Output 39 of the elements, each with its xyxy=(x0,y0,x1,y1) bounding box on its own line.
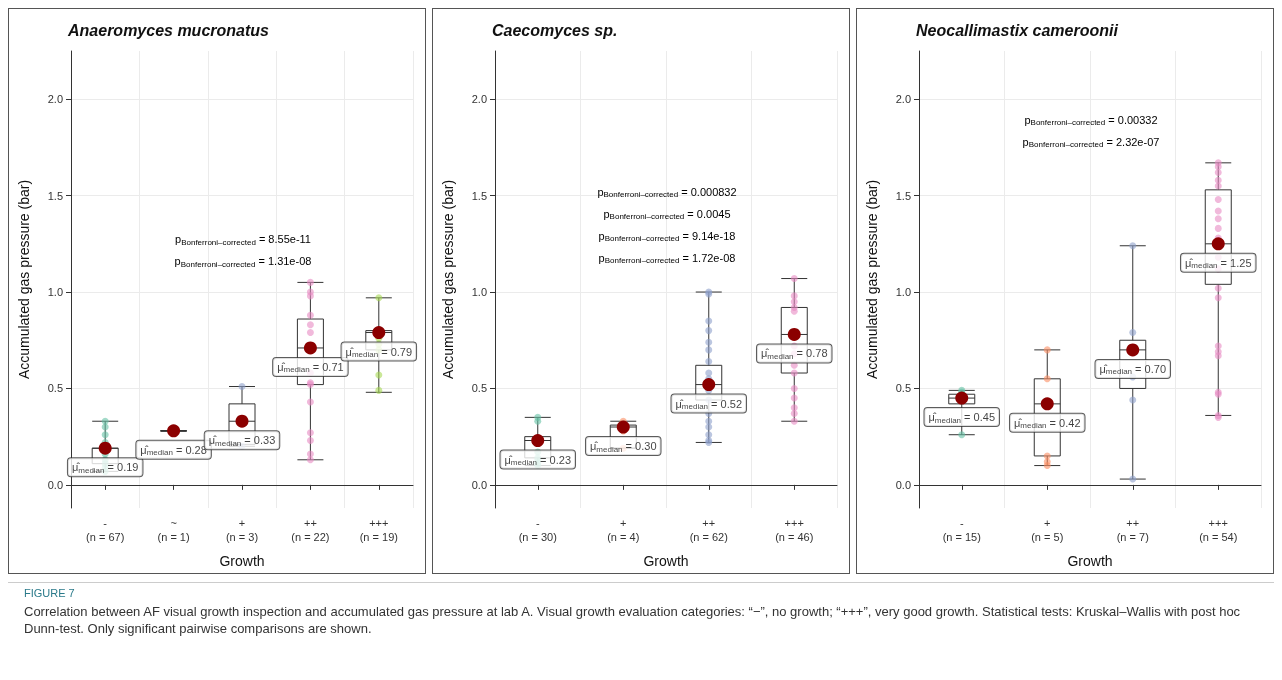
x-tick-label: + (n = 4) xyxy=(607,517,640,543)
x-tick-label: - (n = 67) xyxy=(86,517,125,543)
x-tick-label: +++ (n = 54) xyxy=(1199,517,1238,543)
y-tick-label: 1.0 xyxy=(471,286,487,299)
x-tick-label: + (n = 5) xyxy=(1031,517,1064,543)
y-tick-label: 0.0 xyxy=(471,478,487,491)
y-tick-label: 0.5 xyxy=(471,382,487,395)
chart-title: Neocallimastix cameroonii xyxy=(916,21,1119,39)
y-tick-label: 0.0 xyxy=(47,478,63,491)
y-axis-title: Accumulated gas pressure (bar) xyxy=(440,179,456,380)
y-axis-title: Accumulated gas pressure (bar) xyxy=(864,179,880,380)
x-tick-label: +++ (n = 46) xyxy=(775,517,814,543)
y-tick-label: 2.0 xyxy=(471,93,487,106)
y-tick-label: 2.0 xyxy=(895,93,911,106)
x-tick-label: - (n = 15) xyxy=(942,517,981,543)
x-tick-label: +++ (n = 19) xyxy=(359,517,398,543)
x-tick-label: ++ (n = 7) xyxy=(1116,517,1149,543)
y-tick-label: 0.5 xyxy=(895,382,911,395)
text: Correlation between AF visual growth inspection and accumulated gas pressure at lab A. Visual growth evaluation categories: “−”, no growth; “+++”, very good growth. Statistical tests: Kruskal–Wallis with post hoc Dunn-test. Only significant pairwise comparisons are shown. xyxy=(24,603,1242,637)
x-tick-label: ~ (n = 1) xyxy=(157,517,190,543)
chart-title: Caecomyces sp. xyxy=(492,21,618,39)
y-tick-label: 1.5 xyxy=(47,189,63,202)
x-tick-label: ++ (n = 62) xyxy=(689,517,728,543)
y-tick-label: 1.5 xyxy=(471,189,487,202)
y-tick-label: 1.0 xyxy=(895,286,911,299)
y-tick-label: 0.5 xyxy=(47,382,63,395)
x-tick-label: + (n = 3) xyxy=(225,517,259,543)
x-tick-label: - (n = 30) xyxy=(518,517,557,543)
y-tick-label: 1.0 xyxy=(47,286,63,299)
x-axis-title: Growth xyxy=(643,553,689,569)
y-tick-label: 0.0 xyxy=(895,478,911,491)
y-tick-label: 2.0 xyxy=(47,93,63,106)
y-tick-label: 1.5 xyxy=(895,189,911,202)
x-axis-title: Growth xyxy=(1067,553,1113,569)
y-axis-title: Accumulated gas pressure (bar) xyxy=(16,179,32,380)
text: FIGURE 7 xyxy=(24,587,76,599)
x-tick-label: ++ (n = 22) xyxy=(291,517,330,543)
chart-title: Anaeromyces mucronatus xyxy=(67,21,270,39)
x-axis-title: Growth xyxy=(219,553,265,569)
